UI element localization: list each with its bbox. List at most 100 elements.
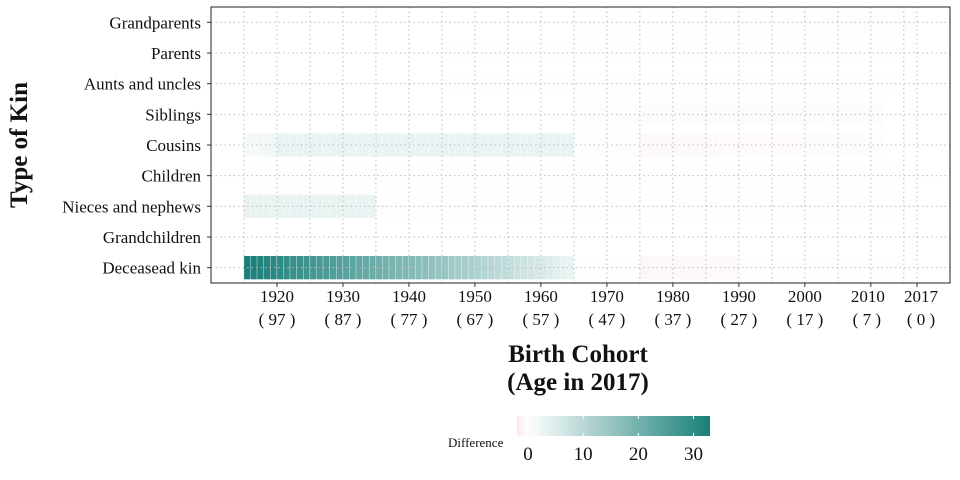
heatmap-cell: [309, 194, 317, 218]
heatmap-cell: [745, 133, 752, 157]
heatmap-cell: [758, 10, 765, 34]
heatmap-cell: [521, 41, 528, 65]
heatmap-cell: [435, 102, 442, 126]
heatmap-cell: [732, 102, 739, 126]
heatmap-cell: [474, 256, 482, 280]
heatmap-cell: [521, 194, 528, 218]
heatmap-cell: [507, 72, 515, 96]
x-tick-label: 1930: [326, 287, 360, 306]
heatmap-cell: [844, 256, 851, 280]
heatmap-cell: [435, 72, 442, 96]
heatmap-cell: [521, 164, 528, 188]
heatmap-cell: [831, 225, 838, 249]
heatmap-cell: [507, 133, 515, 157]
heatmap-cell: [606, 164, 614, 188]
heatmap-cell: [864, 256, 871, 280]
heatmap-cell: [778, 72, 785, 96]
legend-tick-label: 30: [684, 444, 703, 465]
heatmap-cell: [804, 256, 812, 280]
heatmap-cell: [864, 133, 871, 157]
heatmap-cell: [461, 225, 468, 249]
heatmap-cell: [877, 225, 884, 249]
heatmap-cell: [323, 225, 330, 249]
heatmap-cell: [560, 133, 567, 157]
heatmap-cell: [481, 102, 488, 126]
heatmap-cell: [455, 194, 462, 218]
heatmap-cell: [593, 72, 600, 96]
x-tick-sublabel: ( 97 ): [259, 310, 296, 329]
heatmap-cell: [481, 194, 488, 218]
heatmap-cell: [534, 41, 541, 65]
heatmap-cell: [507, 164, 515, 188]
heatmap-cell: [864, 41, 871, 65]
x-tick-sublabel: ( 37 ): [654, 310, 691, 329]
heatmap-cell: [554, 194, 561, 218]
heatmap-cell: [844, 164, 851, 188]
heatmap-cell: [270, 194, 277, 218]
heatmap-cell: [554, 256, 561, 280]
heatmap-cell: [349, 133, 356, 157]
heatmap-cell: [349, 225, 356, 249]
heatmap-cell: [851, 10, 858, 34]
heatmap-cell: [831, 41, 838, 65]
heatmap-cell: [666, 194, 673, 218]
heatmap-cell: [719, 41, 726, 65]
heatmap-cell: [765, 133, 772, 157]
heatmap-cell: [903, 164, 911, 188]
heatmap-cell: [356, 225, 363, 249]
heatmap-cell: [639, 41, 647, 65]
heatmap-cell: [758, 72, 765, 96]
heatmap-cell: [692, 164, 699, 188]
heatmap-cell: [580, 102, 587, 126]
heatmap-cell: [639, 72, 647, 96]
heatmap-cell: [375, 225, 383, 249]
heatmap-cell: [765, 256, 772, 280]
heatmap-cell: [877, 41, 884, 65]
legend: Difference 0 10 20 30: [448, 416, 710, 465]
heatmap-cell: [382, 225, 389, 249]
heatmap-cell: [791, 256, 798, 280]
heatmap-cell: [818, 10, 825, 34]
heatmap-cell: [679, 194, 686, 218]
heatmap-cell: [745, 194, 752, 218]
heatmap-cell: [356, 41, 363, 65]
heatmap-cell: [890, 194, 897, 218]
heatmap-cell: [408, 256, 416, 280]
heatmap-cell: [606, 256, 614, 280]
heatmap-cell: [666, 133, 673, 157]
heatmap-cell: [507, 10, 515, 34]
heatmap-cell: [738, 164, 746, 188]
heatmap-cell: [362, 72, 369, 96]
heatmap-cell: [567, 256, 574, 280]
heatmap-cell: [639, 194, 647, 218]
heatmap-cell: [435, 133, 442, 157]
y-axis: Grandparents Parents Aunts and uncles Sibli…: [62, 13, 211, 278]
heatmap-cell: [448, 41, 455, 65]
heatmap-cell: [620, 164, 627, 188]
heatmap-cell: [633, 133, 640, 157]
heatmap-cell: [719, 256, 726, 280]
heatmap-cell: [356, 194, 363, 218]
heatmap-cell: [791, 72, 798, 96]
heatmap-cell: [639, 133, 647, 157]
heatmap-cell: [831, 133, 838, 157]
legend-color-bar: [517, 416, 710, 436]
heatmap-cell: [837, 164, 845, 188]
y-tick-label: Deceasead kin: [102, 259, 201, 278]
heatmap-cell: [560, 164, 567, 188]
heatmap-cell: [646, 256, 653, 280]
heatmap-cell: [507, 256, 515, 280]
heatmap-cell: [659, 194, 666, 218]
heatmap-cell: [257, 164, 264, 188]
heatmap-cell: [857, 72, 864, 96]
heatmap-cell: [593, 102, 600, 126]
heatmap-cell: [633, 194, 640, 218]
heatmap-cell: [375, 10, 383, 34]
heatmap-cell: [257, 41, 264, 65]
legend-tick-label: 0: [523, 444, 533, 465]
heatmap-cell: [890, 72, 897, 96]
heatmap-cell: [349, 164, 356, 188]
heatmap-cell: [276, 164, 284, 188]
heatmap-cell: [659, 41, 666, 65]
heatmap-cell: [877, 72, 884, 96]
